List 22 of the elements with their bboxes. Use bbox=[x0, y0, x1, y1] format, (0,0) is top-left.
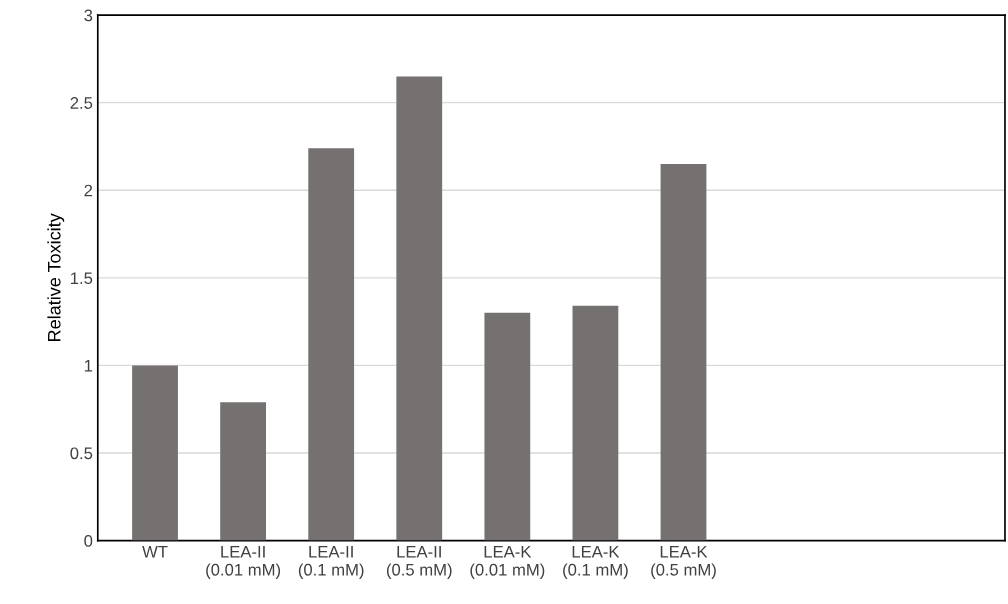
bar bbox=[396, 76, 443, 541]
x-tick-label: LEA-II (0.01 mM) bbox=[206, 546, 281, 579]
bar bbox=[132, 365, 178, 541]
bar bbox=[484, 312, 531, 541]
bar bbox=[572, 305, 619, 541]
y-tick-label: 0.5 bbox=[70, 447, 93, 460]
x-tick-label: LEA-II (0.1 mM) bbox=[298, 546, 364, 579]
bar bbox=[660, 163, 707, 541]
x-tick-label: LEA-K (0.5 mM) bbox=[651, 546, 716, 579]
y-tick-label: 2.5 bbox=[70, 97, 93, 109]
y-tick-label: 1 bbox=[84, 359, 93, 372]
y-axis-title: Relative Toxicity bbox=[47, 213, 65, 341]
y-tick-label: 3 bbox=[84, 9, 93, 22]
y-tick-label: 0 bbox=[84, 534, 93, 547]
x-tick-label: LEA-K (0.1 mM) bbox=[563, 546, 628, 579]
x-tick-label: WT bbox=[142, 546, 168, 558]
bar bbox=[220, 402, 266, 541]
y-tick-label: 1.5 bbox=[71, 272, 93, 285]
x-tick-label: LEA-K (0.01 mM) bbox=[470, 546, 545, 579]
bar bbox=[308, 148, 355, 541]
y-tick-label: 2 bbox=[84, 184, 93, 197]
x-tick-label: LEA-II (0.5 mM) bbox=[386, 546, 452, 579]
